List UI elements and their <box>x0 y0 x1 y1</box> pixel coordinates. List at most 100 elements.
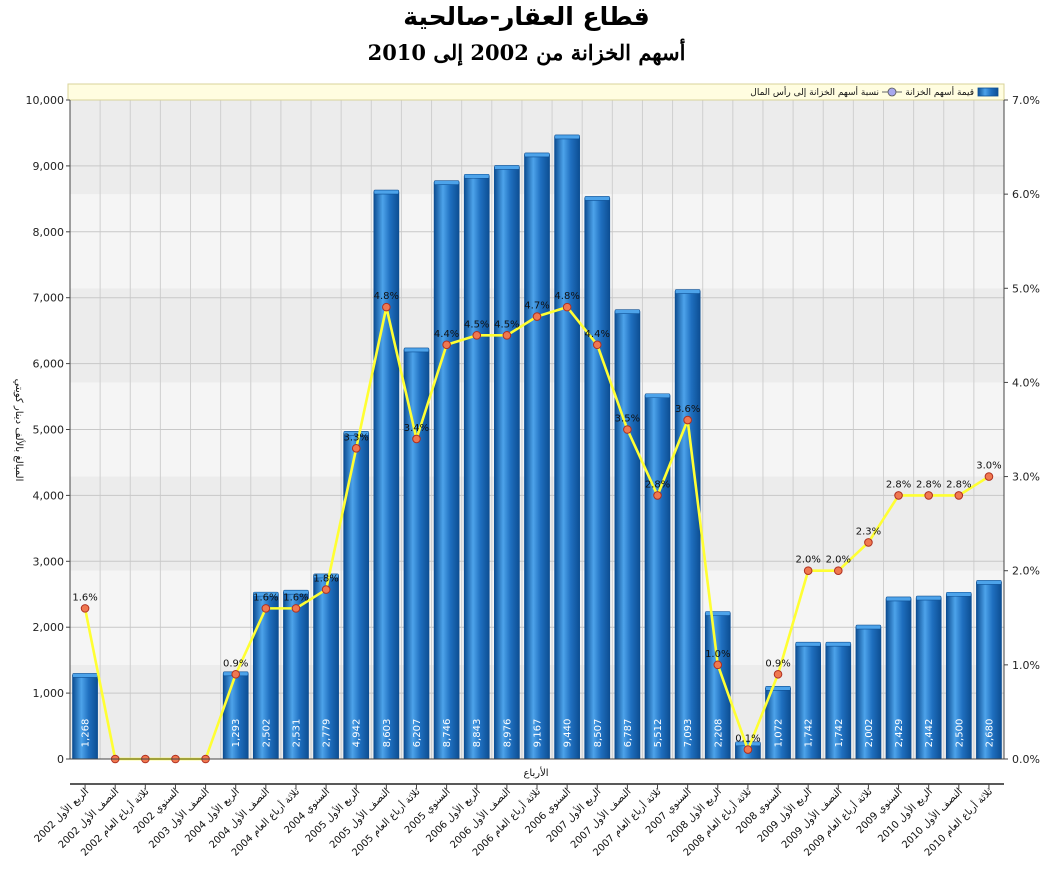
bar-cap <box>433 180 460 185</box>
line-marker <box>592 340 602 350</box>
x-axis-label: الأرباع <box>523 766 548 779</box>
y-tick-label: 0 <box>57 753 64 766</box>
y2-tick-label: 2.0% <box>1012 565 1040 578</box>
bar <box>945 593 972 760</box>
y-tick-label: 6,000 <box>33 358 65 371</box>
line-marker <box>653 491 662 500</box>
bar-value-label: 8,976 <box>502 719 513 748</box>
line-marker <box>321 585 331 594</box>
bar-value-label: 4,942 <box>352 719 363 748</box>
x-tick-label: الربع الأول 2002 <box>31 785 91 845</box>
y2-tick-label: 4.0% <box>1012 376 1040 389</box>
y-tick-label: 7,000 <box>33 292 65 305</box>
bar-cap <box>283 589 309 595</box>
bar <box>915 597 942 760</box>
bar-value-label: 5,512 <box>653 719 664 748</box>
bar-value-label: 1,742 <box>804 719 815 748</box>
bar-value-label: 2,442 <box>924 719 935 748</box>
bar <box>343 432 370 760</box>
line-marker <box>291 604 301 613</box>
line-marker <box>833 566 843 576</box>
bar-cap <box>403 347 430 353</box>
line-marker <box>231 669 241 679</box>
y-axis-right-ticks: 0.0% 1.0% 2.0% 3.0% 4.0% 5.0% 6.0% 7.0% <box>1004 94 1040 766</box>
line-value-label: 4.8% <box>554 291 579 302</box>
legend: قيمة أسهم الخزانة نسبة أسهم الخزانة إلى ر… <box>750 86 999 98</box>
line-value-label: 4.4% <box>585 329 610 340</box>
y-tick-label: 10,000 <box>26 94 65 107</box>
line-marker <box>442 340 451 350</box>
legend-label-line: نسبة أسهم الخزانة إلى رأس المال <box>750 86 879 98</box>
bar <box>222 673 249 760</box>
line-value-label: 2.8% <box>946 479 971 490</box>
line-value-label: 2.8% <box>886 479 911 490</box>
bar-cap <box>464 173 490 179</box>
y2-tick-label: 5.0% <box>1012 282 1040 295</box>
bar <box>644 395 671 760</box>
line-marker <box>773 669 783 679</box>
line-value-label: 3.3% <box>344 432 369 443</box>
bar-value-label: 1,293 <box>231 719 242 748</box>
line-value-label: 1.6% <box>283 592 308 603</box>
bar <box>885 598 912 760</box>
bar-value-label: 8,843 <box>472 719 483 748</box>
line-marker <box>382 302 391 312</box>
y-tick-label: 4,000 <box>33 489 65 502</box>
y-tick-label: 1,000 <box>33 687 65 700</box>
line-marker <box>351 444 361 453</box>
bar <box>433 182 460 760</box>
bar-value-label: 9,440 <box>563 719 574 748</box>
bar-value-label: 2,680 <box>984 719 995 748</box>
bar-value-label: 1,268 <box>81 719 92 748</box>
bar-cap <box>524 152 550 158</box>
bar-value-label: 1,072 <box>774 719 785 748</box>
line-value-label: 2.0% <box>826 555 851 566</box>
y-axis-left-ticks: 0 1,000 2,000 3,000 4,000 5,000 6,000 7,000 8,00… <box>26 94 70 766</box>
bar-cap <box>584 196 610 201</box>
line-value-label: 4.8% <box>374 291 399 302</box>
line-value-label: 1.8% <box>313 574 338 585</box>
y2-tick-label: 1.0% <box>1012 659 1040 672</box>
y2-tick-label: 7.0% <box>1012 94 1040 107</box>
bar <box>463 175 490 760</box>
bar-cap <box>855 624 882 630</box>
legend-swatch-bar <box>977 87 999 97</box>
bar-value-label: 8,746 <box>442 719 453 748</box>
bar-value-label: 7,093 <box>683 719 694 748</box>
bar-value-label: 2,779 <box>322 719 333 748</box>
bar-value-label: 2,500 <box>954 719 965 748</box>
bar-cap <box>885 596 912 602</box>
line-marker <box>261 604 271 613</box>
y-tick-label: 3,000 <box>33 555 65 568</box>
line-value-label: 0.1% <box>735 734 760 745</box>
bar <box>584 197 611 760</box>
line-marker <box>984 472 994 481</box>
line-value-label: 3.4% <box>404 423 429 434</box>
y2-tick-label: 3.0% <box>1012 471 1040 484</box>
bar-cap <box>253 591 279 597</box>
line-marker <box>623 425 632 434</box>
bar-cap <box>554 134 580 140</box>
line-marker <box>713 660 723 670</box>
line-value-label: 0.9% <box>765 658 790 669</box>
bar-cap <box>343 431 369 436</box>
line-marker <box>924 491 933 500</box>
line-marker <box>743 745 753 754</box>
y-tick-label: 5,000 <box>33 424 65 437</box>
bar-value-label: 8,603 <box>382 719 393 748</box>
line-marker <box>954 491 964 500</box>
bar <box>795 643 822 760</box>
bar-cap <box>494 165 520 170</box>
line-value-label: 0.9% <box>223 658 248 669</box>
bar-value-label: 9,167 <box>533 719 544 748</box>
bar-cap <box>644 393 671 399</box>
line-marker <box>472 331 482 340</box>
bar <box>976 581 1002 760</box>
bar-cap <box>614 309 641 315</box>
y2-tick-label: 0.0% <box>1012 753 1040 766</box>
bar <box>554 136 580 760</box>
line-value-label: 1.0% <box>705 649 730 660</box>
bar <box>674 291 701 760</box>
